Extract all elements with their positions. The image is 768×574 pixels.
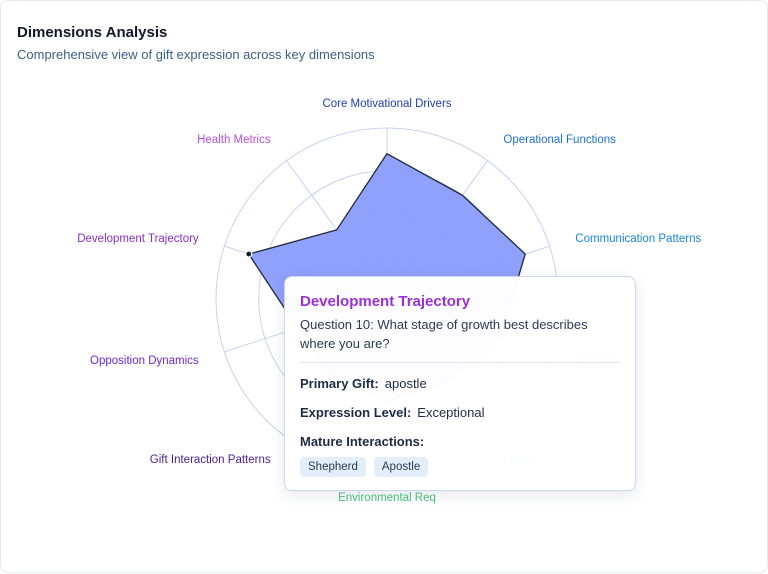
axis-label-0: Core Motivational Drivers	[322, 98, 451, 110]
axis-label-8: Development Trajectory	[77, 233, 199, 245]
tooltip-divider	[300, 362, 620, 363]
page-subtitle: Comprehensive view of gift expression ac…	[17, 47, 375, 62]
highlight-point	[245, 250, 253, 258]
tag-shepherd: Shepherd	[300, 457, 366, 477]
mature-interactions-tags: Shepherd Apostle	[300, 457, 620, 477]
expression-level-label: Expression Level:	[300, 405, 412, 420]
tooltip-title: Development Trajectory	[300, 293, 471, 310]
primary-gift-value: apostle	[384, 376, 427, 391]
axis-label-1: Operational Functions	[503, 134, 616, 146]
tooltip-question: Question 10: What stage of growth best d…	[300, 317, 588, 351]
axis-label-9: Health Metrics	[197, 134, 271, 146]
tag-apostle: Apostle	[373, 457, 429, 477]
axis-label-5: Environmental Req	[338, 492, 436, 504]
axis-label-6: Gift Interaction Patterns	[150, 454, 271, 466]
axis-label-7: Opposition Dynamics	[90, 355, 199, 367]
page-title: Dimensions Analysis	[17, 24, 168, 41]
expression-level-value: Exceptional	[417, 405, 485, 420]
tooltip: Development Trajectory Question 10: What…	[284, 276, 636, 491]
primary-gift-label: Primary Gift:	[300, 376, 379, 391]
mature-interactions-row: Mature Interactions:	[300, 434, 620, 449]
primary-gift-row: Primary Gift: apostle	[300, 376, 620, 391]
expression-level-row: Expression Level: Exceptional	[300, 405, 620, 420]
axis-label-2: Communication Patterns	[575, 233, 701, 245]
mature-interactions-label: Mature Interactions:	[300, 434, 425, 449]
